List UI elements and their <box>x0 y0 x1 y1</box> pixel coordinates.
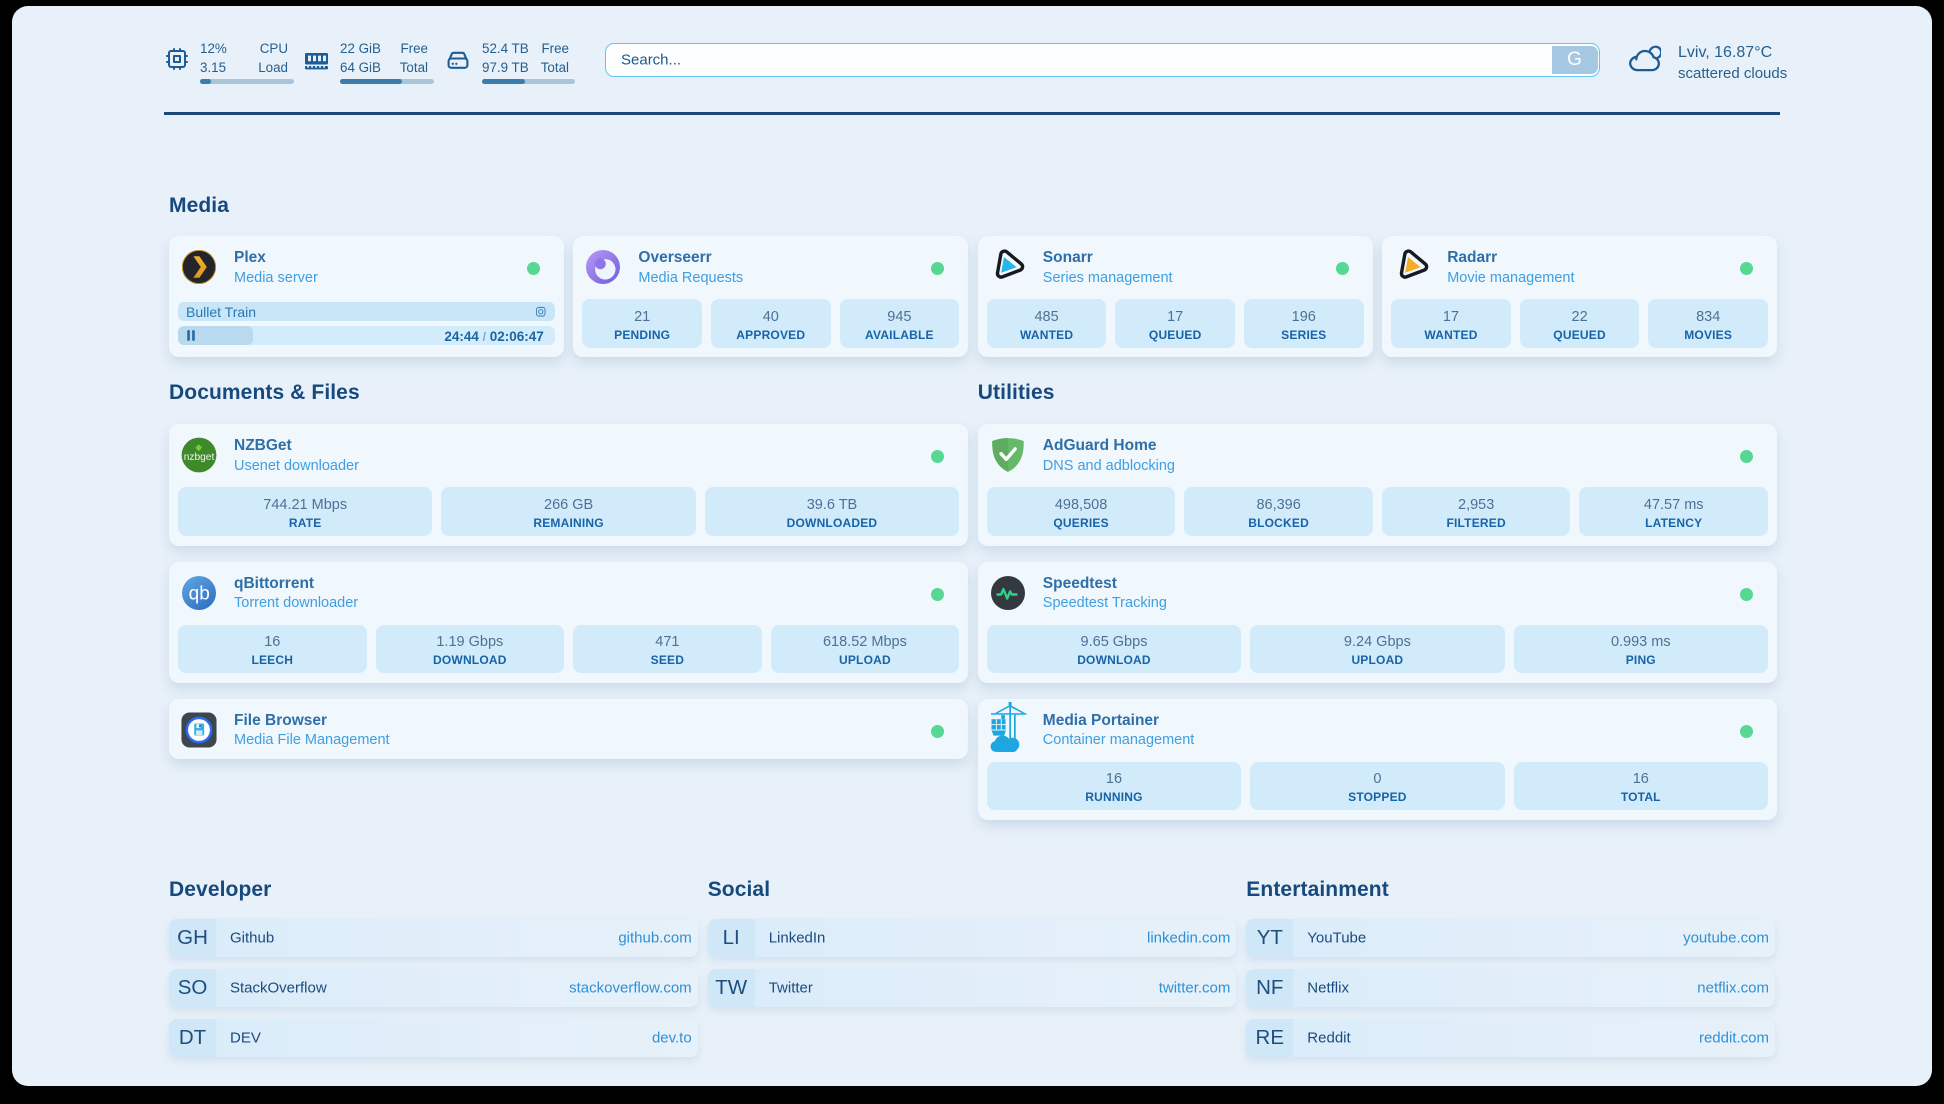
svg-text:qb: qb <box>189 583 210 604</box>
svg-text:nzbget: nzbget <box>184 452 215 463</box>
